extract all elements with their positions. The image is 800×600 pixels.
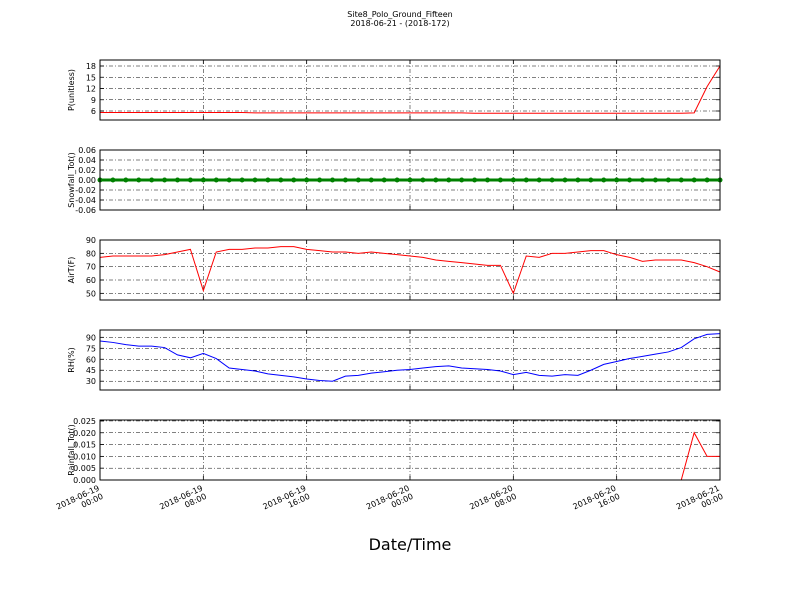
series-marker [149,177,155,183]
series-marker [239,177,245,183]
y-tick-label: 0.005 [73,464,96,473]
series-marker [665,177,671,183]
y-tick-label: 60 [86,355,96,364]
series-marker [394,177,400,183]
series-marker [368,177,374,183]
y-tick-label: 0.010 [73,452,96,461]
series-marker [226,177,232,183]
y-tick-label: 9 [91,96,96,105]
y-tick-label: 0.00 [78,176,96,185]
series-marker [523,177,529,183]
y-tick-label: 70 [86,263,96,272]
x-axis-label: Date/Time [369,535,452,554]
y-tick-label: 0.000 [73,476,96,485]
series-marker [420,177,426,183]
y-tick-label: 75 [86,344,96,353]
plot-frame [99,329,721,391]
series-marker [536,177,542,183]
series-line [99,333,721,382]
chart-subtitle: 2018-06-21 - (2018-172) [350,19,449,28]
series-marker [614,177,620,183]
plot-frame [99,149,721,211]
y-tick-label: 12 [86,85,96,94]
series-marker [704,177,710,183]
y-tick-label: 90 [86,333,96,342]
y-tick-label: 30 [86,377,96,386]
y-tick-label: 0.02 [78,166,96,175]
series-marker [187,177,193,183]
series-marker [162,177,168,183]
series-marker [652,177,658,183]
series-line [100,65,721,114]
y-tick-label: -0.06 [75,206,96,215]
series-marker [175,177,180,183]
y-tick-label: 6 [91,107,96,116]
y-tick-label: 18 [86,62,96,71]
y-tick-label: 60 [86,276,96,285]
y-tick-label: 0.020 [73,429,96,438]
y-tick-label: 50 [86,289,96,298]
series-marker [497,177,503,183]
plot-frame [99,239,721,301]
series-marker [278,177,284,183]
y-axis-label: P(unitless) [67,69,76,111]
series-marker [678,177,684,183]
series-marker [446,177,452,183]
y-tick-label: 90 [86,236,96,245]
series-marker [549,177,555,183]
y-tick-label: 0.015 [73,441,96,450]
y-axis-label: AirT(F) [67,257,76,284]
series-marker [691,177,697,183]
y-tick-label: 0.04 [78,156,96,165]
series-marker [110,177,116,183]
series-marker [510,177,516,183]
series-marker [575,177,581,183]
series-marker [265,177,271,183]
y-tick-label: 45 [86,366,96,375]
series-marker [342,177,348,183]
series-marker [252,177,258,183]
series-marker [291,177,297,183]
series-line [99,246,721,295]
y-tick-label: -0.04 [75,196,96,205]
series-marker [136,177,142,183]
series-marker [485,177,490,183]
y-axis-label: RH(%) [67,347,76,372]
y-axis-label: Snowfall_Tot() [67,152,76,208]
series-marker [601,177,607,183]
series-marker [433,177,439,183]
series-marker [459,177,465,183]
series-marker [472,177,478,183]
series-marker [627,177,633,183]
series-marker [562,177,568,183]
series-marker [304,177,310,183]
y-tick-label: 0.06 [78,146,96,155]
y-tick-label: 80 [86,249,96,258]
y-tick-label: -0.02 [75,186,96,195]
series-marker [640,177,645,183]
series-marker [330,177,335,183]
chart-title: Site8_Polo_Ground_Fifteen [347,10,452,19]
plot-frame [99,419,721,481]
y-tick-label: 0.025 [73,417,96,426]
series-marker [200,177,206,183]
plot-frame [99,59,721,121]
y-tick-label: 15 [86,73,96,82]
series-marker [355,177,361,183]
series-marker [123,177,129,183]
series-marker [381,177,387,183]
series-marker [588,177,594,183]
series-marker [317,177,323,183]
y-axis-label: Rainfall_Tot() [67,424,76,476]
series-marker [407,177,413,183]
series-marker [213,177,219,183]
